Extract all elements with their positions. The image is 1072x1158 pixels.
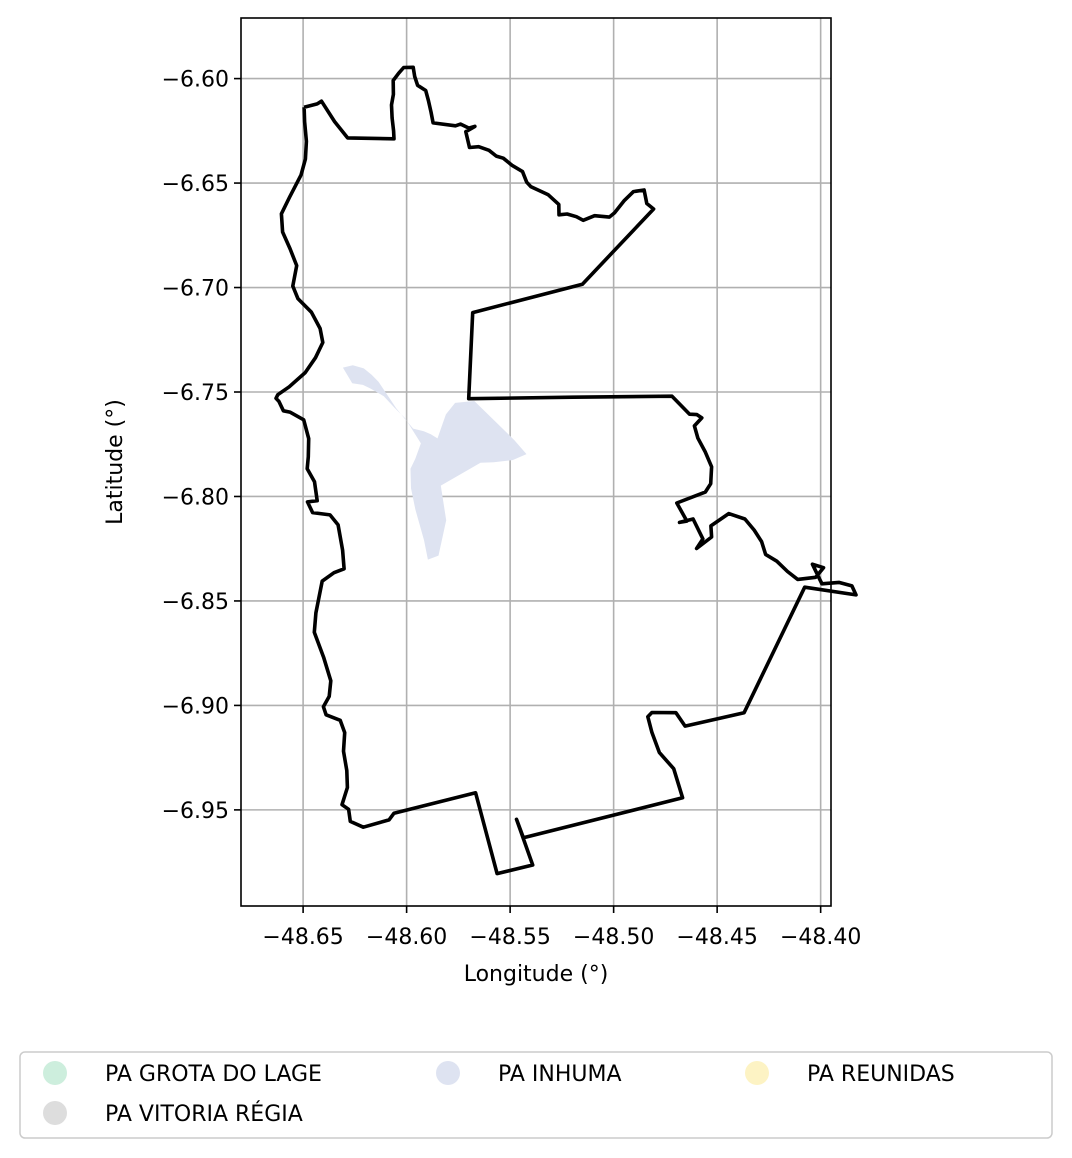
grid-layer <box>241 18 831 906</box>
legend-frame <box>19 1051 1053 1139</box>
parcel-layer <box>342 365 527 560</box>
x-axis-ticks: −48.65 −48.60 −48.55 −48.50 −48.45 −48.40 <box>262 906 861 950</box>
legend-items: PA GROTA DO LAGE PA INHUMA PA REUNIDAS PA V… <box>43 1061 955 1127</box>
legend-marker <box>43 1061 67 1085</box>
y-tick-label: −6.85 <box>162 590 229 615</box>
legend-label: PA INHUMA <box>498 1062 622 1087</box>
y-tick-label: −6.80 <box>162 485 229 510</box>
x-tick-label: −48.40 <box>780 925 861 950</box>
municipality-boundary <box>274 65 858 876</box>
y-axis-title: Latitude (°) <box>103 399 128 525</box>
legend: PA GROTA DO LAGE PA INHUMA PA REUNIDAS PA V… <box>19 1051 1053 1139</box>
legend-marker <box>436 1061 460 1085</box>
x-axis-title: Longitude (°) <box>464 962 609 987</box>
y-tick-label: −6.70 <box>162 277 229 302</box>
legend-label: PA VITORIA RÉGIA <box>105 1101 303 1127</box>
axes-frame <box>240 17 832 907</box>
y-tick-label: −6.75 <box>162 381 229 406</box>
legend-label: PA GROTA DO LAGE <box>105 1062 322 1087</box>
x-tick-label: −48.65 <box>262 925 343 950</box>
boundary-layer <box>274 65 858 876</box>
y-tick-label: −6.60 <box>162 68 229 93</box>
y-tick-label: −6.65 <box>162 172 229 197</box>
y-tick-label: −6.95 <box>162 799 229 824</box>
x-tick-label: −48.55 <box>469 925 550 950</box>
y-tick-label: −6.90 <box>162 694 229 719</box>
legend-marker <box>43 1101 67 1125</box>
x-tick-label: −48.60 <box>366 925 447 950</box>
legend-marker <box>745 1061 769 1085</box>
x-tick-label: −48.50 <box>573 925 654 950</box>
legend-label: PA REUNIDAS <box>807 1062 955 1087</box>
parcel-polygon <box>342 365 527 560</box>
x-tick-label: −48.45 <box>676 925 757 950</box>
y-axis-ticks: −6.60 −6.65 −6.70 −6.75 −6.80 −6.85 −6.90 −6.95 <box>162 68 241 824</box>
